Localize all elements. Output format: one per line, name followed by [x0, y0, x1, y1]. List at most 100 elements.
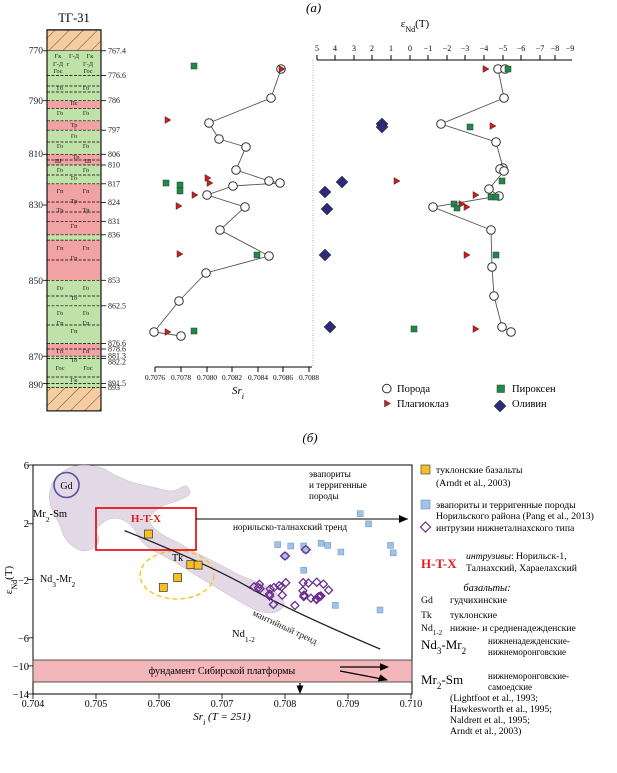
svg-text:H-T-X: H-T-X — [421, 556, 457, 571]
svg-text:−7: −7 — [536, 44, 545, 53]
svg-text:(б): (б) — [302, 430, 317, 445]
svg-text:Гп: Гп — [70, 223, 78, 230]
svg-text:гудчихинские: гудчихинские — [450, 595, 507, 606]
svg-text:836: 836 — [108, 230, 120, 239]
svg-text:Гк: Гк — [55, 53, 63, 60]
svg-text:эвапориты и терригенные породы: эвапориты и терригенные породы — [436, 500, 576, 511]
svg-text:Гп: Гп — [56, 188, 64, 195]
svg-text:2: 2 — [370, 44, 374, 53]
svg-text:Tk: Tk — [421, 610, 432, 621]
svg-text:H-T-X: H-T-X — [131, 513, 161, 525]
svg-text:850: 850 — [29, 277, 44, 287]
svg-text:ТГ-31: ТГ-31 — [58, 11, 90, 25]
svg-text:0: 0 — [408, 44, 412, 53]
svg-text:6: 6 — [24, 461, 29, 472]
svg-text:Го: Го — [57, 143, 63, 150]
svg-text:786: 786 — [108, 96, 120, 105]
svg-text:810: 810 — [108, 161, 120, 170]
svg-text:−3: −3 — [461, 44, 470, 53]
svg-text:Талнахский, Хараелахский: Талнахский, Хараелахский — [466, 563, 577, 574]
svg-text:нижнеморонговские-: нижнеморонговские- — [488, 671, 569, 681]
svg-text:норильско-талнахский тренд: норильско-талнахский тренд — [233, 522, 347, 533]
svg-text:породы: породы — [309, 492, 339, 502]
svg-text:Arndt et al., 2003): Arndt et al., 2003) — [450, 726, 521, 737]
svg-text:−6: −6 — [517, 44, 526, 53]
svg-text:1: 1 — [389, 44, 393, 53]
svg-text:790: 790 — [29, 97, 44, 107]
svg-text:нижненадежденские-: нижненадежденские- — [488, 636, 570, 646]
svg-text:−2: −2 — [18, 576, 29, 587]
svg-text:Плагиоклаз: Плагиоклаз — [397, 399, 449, 410]
svg-text:Hawkesworth et al., 1995;: Hawkesworth et al., 1995; — [450, 704, 552, 715]
svg-text:Го: Го — [83, 143, 89, 150]
svg-text:−8: −8 — [551, 44, 560, 53]
svg-text:−2: −2 — [443, 44, 452, 53]
svg-text:Гп: Гп — [82, 188, 90, 195]
svg-text:Гп: Гп — [56, 245, 64, 252]
svg-text:810: 810 — [29, 150, 44, 160]
svg-text:Го: Го — [83, 110, 89, 117]
svg-text:туклонские базальты: туклонские базальты — [436, 465, 523, 476]
svg-text:0.7088: 0.7088 — [299, 373, 319, 382]
svg-text:−9: −9 — [566, 44, 575, 53]
svg-text:Гос: Гос — [83, 365, 92, 372]
svg-text:Г-Д: Г-Д — [53, 61, 64, 68]
svg-text:−1: −1 — [424, 44, 433, 53]
svg-text:862.5: 862.5 — [108, 301, 126, 310]
svg-text:Gd: Gd — [60, 481, 72, 492]
svg-text:893: 893 — [108, 383, 120, 392]
svg-text:0.706: 0.706 — [148, 699, 171, 710]
svg-text:(a): (a) — [306, 0, 321, 15]
svg-text:Г-Д: Г-Д — [69, 53, 80, 60]
svg-text:0.7078: 0.7078 — [171, 373, 191, 382]
svg-text:Порода: Порода — [397, 384, 430, 395]
svg-text:830: 830 — [29, 201, 44, 211]
svg-text:767.4: 767.4 — [108, 46, 126, 55]
svg-text:824: 824 — [108, 198, 120, 207]
svg-text:и терригенные: и терригенные — [309, 481, 367, 491]
svg-text:817: 817 — [108, 179, 120, 188]
svg-text:Gd: Gd — [421, 595, 433, 606]
svg-text:базальты:: базальты: — [463, 583, 510, 594]
svg-text:Пироксен: Пироксен — [512, 384, 556, 395]
svg-text:5: 5 — [315, 44, 319, 53]
svg-text:Гос: Гос — [55, 365, 64, 372]
svg-text:Гп: Гп — [82, 320, 90, 327]
svg-text:770: 770 — [29, 46, 44, 56]
svg-text:0.705: 0.705 — [85, 699, 108, 710]
svg-text:Го: Го — [57, 85, 63, 92]
svg-text:−10: −10 — [13, 662, 29, 673]
svg-text:Го: Го — [57, 110, 63, 117]
svg-text:Тр: Тр — [73, 154, 80, 161]
svg-text:0.708: 0.708 — [274, 699, 297, 710]
svg-text:890: 890 — [29, 381, 44, 391]
svg-text:−4: −4 — [480, 44, 489, 53]
svg-text:Naldrett et al., 1995;: Naldrett et al., 1995; — [450, 715, 530, 726]
svg-text:870: 870 — [29, 353, 44, 363]
svg-text:0.7076: 0.7076 — [145, 373, 165, 382]
svg-text:0.709: 0.709 — [337, 699, 360, 710]
svg-text:831: 831 — [108, 217, 120, 226]
svg-text:(Lightfoot et al., 1993;: (Lightfoot et al., 1993; — [450, 693, 538, 704]
svg-text:Тр: Тр — [71, 122, 78, 129]
svg-text:3: 3 — [352, 44, 356, 53]
svg-text:853: 853 — [108, 276, 120, 285]
svg-text:0.7086: 0.7086 — [273, 373, 293, 382]
svg-text:Гк: Гк — [87, 53, 95, 60]
svg-text:эвапориты: эвапориты — [309, 470, 352, 480]
svg-text:2: 2 — [24, 519, 29, 530]
svg-text:Гк: Гк — [71, 377, 79, 384]
svg-text:интрузии нижнеталнахского типа: интрузии нижнеталнахского типа — [436, 523, 575, 534]
svg-text:−5: −5 — [499, 44, 508, 53]
svg-text:Го: Го — [83, 167, 89, 174]
svg-text:Г-Д: Г-Д — [83, 61, 94, 68]
svg-text:4: 4 — [333, 44, 337, 53]
svg-text:фундамент Сибирской платформы: фундамент Сибирской платформы — [149, 666, 296, 677]
svg-text:0.7082: 0.7082 — [222, 373, 242, 382]
svg-text:нижнеморонговские: нижнеморонговские — [488, 647, 566, 657]
svg-text:Гп: Гп — [82, 348, 90, 355]
svg-text:0.7080: 0.7080 — [197, 373, 217, 382]
svg-text:Оливин: Оливин — [512, 399, 547, 410]
svg-text:Го: Го — [71, 175, 77, 182]
svg-text:0.707: 0.707 — [211, 699, 234, 710]
